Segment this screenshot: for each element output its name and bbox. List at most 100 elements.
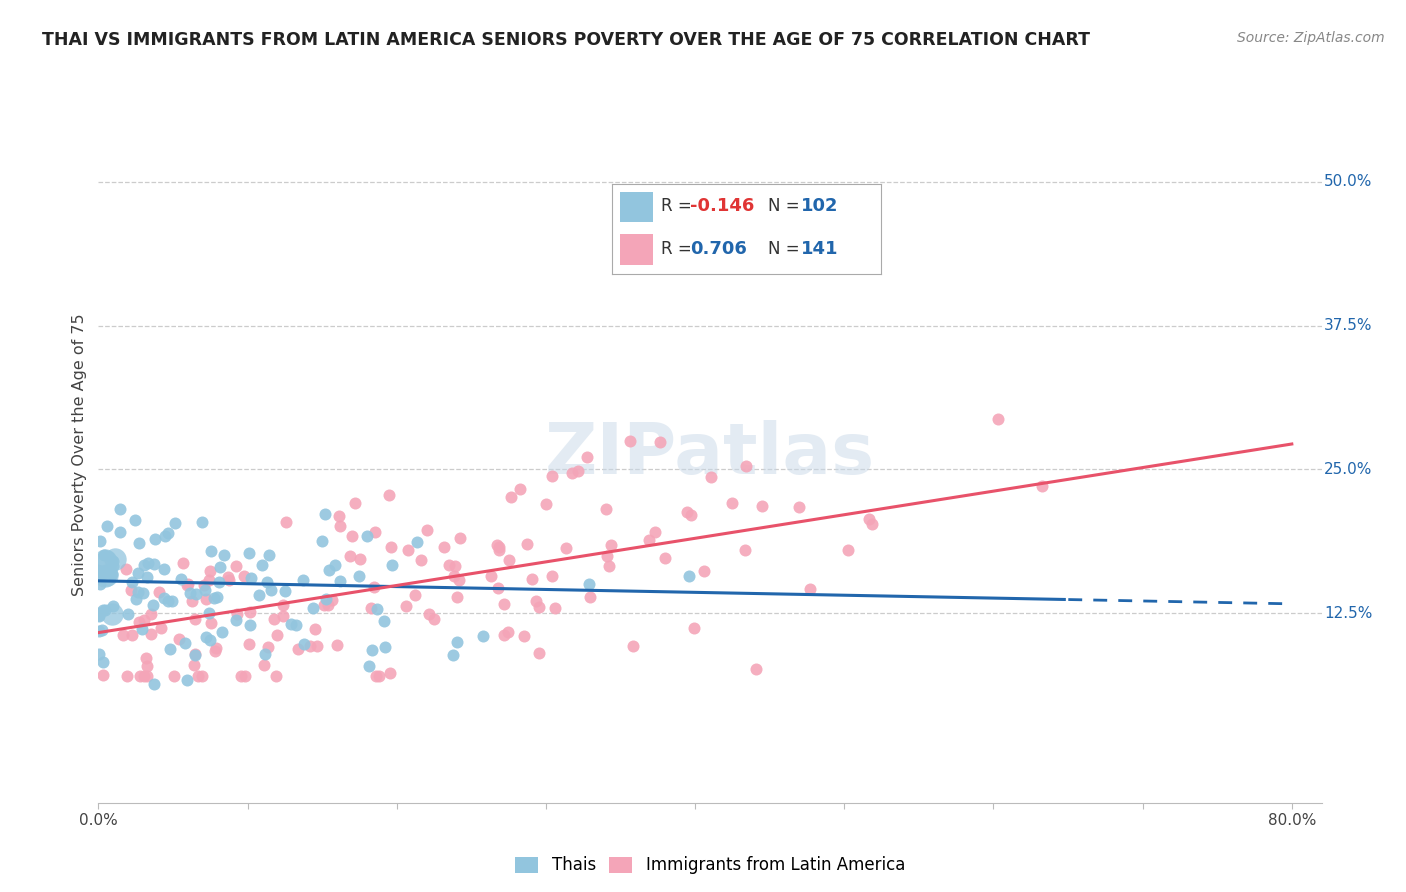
Point bbox=[225, 613, 247, 627]
Point bbox=[987, 412, 1010, 426]
Text: -0.146: -0.146 bbox=[690, 197, 755, 215]
Point bbox=[198, 632, 221, 647]
Point bbox=[125, 592, 148, 607]
Text: 102: 102 bbox=[800, 197, 838, 215]
Point bbox=[117, 669, 139, 683]
Point bbox=[304, 622, 326, 636]
Point bbox=[494, 598, 516, 612]
Point bbox=[280, 616, 302, 631]
Point bbox=[499, 490, 522, 504]
Text: 37.5%: 37.5% bbox=[1324, 318, 1372, 333]
Point bbox=[678, 568, 700, 582]
Point bbox=[184, 647, 207, 661]
Point bbox=[520, 572, 543, 586]
Point bbox=[395, 599, 418, 614]
Point bbox=[360, 601, 382, 615]
Point bbox=[156, 525, 179, 540]
Text: R =: R = bbox=[661, 197, 696, 215]
Point bbox=[170, 572, 193, 586]
Text: 25.0%: 25.0% bbox=[1324, 462, 1372, 477]
Point bbox=[349, 552, 371, 566]
Point bbox=[527, 599, 550, 614]
Point bbox=[208, 560, 231, 574]
Point bbox=[274, 515, 297, 529]
Point bbox=[488, 542, 510, 557]
Point bbox=[256, 574, 278, 589]
Y-axis label: Seniors Poverty Over the Age of 75: Seniors Poverty Over the Age of 75 bbox=[72, 314, 87, 596]
Point bbox=[357, 658, 380, 673]
Point bbox=[254, 647, 277, 661]
Point bbox=[366, 602, 388, 616]
Point bbox=[257, 548, 280, 562]
Point bbox=[238, 638, 260, 652]
Point bbox=[238, 546, 260, 560]
Point bbox=[496, 625, 519, 640]
Point bbox=[101, 607, 124, 621]
Point bbox=[595, 502, 617, 516]
Point bbox=[132, 669, 155, 683]
Point bbox=[195, 630, 218, 644]
Point bbox=[104, 551, 127, 566]
Point bbox=[263, 612, 285, 626]
Point bbox=[139, 607, 162, 621]
Text: THAI VS IMMIGRANTS FROM LATIN AMERICA SENIORS POVERTY OVER THE AGE OF 75 CORRELA: THAI VS IMMIGRANTS FROM LATIN AMERICA SE… bbox=[42, 31, 1090, 49]
Point bbox=[292, 636, 315, 650]
Point bbox=[176, 576, 198, 591]
Point bbox=[94, 554, 117, 568]
Point bbox=[139, 627, 162, 641]
Point bbox=[93, 566, 115, 580]
Point bbox=[159, 642, 181, 657]
Point bbox=[176, 578, 198, 592]
Point bbox=[654, 550, 676, 565]
Point bbox=[172, 556, 194, 570]
Point bbox=[787, 500, 810, 515]
Point bbox=[152, 591, 174, 605]
Point bbox=[204, 644, 226, 658]
Point bbox=[498, 553, 520, 567]
Point bbox=[447, 573, 470, 587]
Point bbox=[396, 542, 419, 557]
Point bbox=[128, 669, 150, 683]
Point bbox=[366, 669, 388, 683]
Point bbox=[127, 585, 149, 599]
Point bbox=[380, 665, 402, 680]
Point bbox=[93, 603, 115, 617]
Point bbox=[128, 615, 150, 630]
Point bbox=[136, 659, 159, 673]
Point bbox=[108, 524, 131, 539]
Point bbox=[318, 563, 340, 577]
Bar bbox=[620, 192, 652, 222]
Point bbox=[544, 600, 567, 615]
Point bbox=[799, 582, 821, 597]
Point bbox=[344, 496, 367, 510]
Point bbox=[87, 608, 110, 623]
Point bbox=[124, 513, 146, 527]
Point bbox=[250, 558, 273, 572]
Point bbox=[247, 588, 270, 602]
Point bbox=[208, 575, 231, 590]
Point bbox=[443, 569, 465, 583]
Text: N =: N = bbox=[768, 197, 806, 215]
Point bbox=[121, 628, 143, 642]
Point bbox=[217, 570, 239, 584]
Point bbox=[692, 564, 714, 578]
Point bbox=[91, 603, 114, 617]
Point bbox=[157, 594, 180, 608]
Point bbox=[89, 534, 111, 549]
Point bbox=[314, 508, 336, 522]
Point bbox=[274, 584, 297, 599]
Point bbox=[271, 608, 294, 623]
Point bbox=[131, 585, 153, 599]
Point bbox=[96, 519, 118, 533]
Point bbox=[339, 549, 361, 563]
Point bbox=[260, 582, 283, 597]
Point bbox=[160, 594, 183, 608]
Text: ZIPatlas: ZIPatlas bbox=[546, 420, 875, 490]
Point bbox=[380, 541, 402, 555]
Point bbox=[121, 574, 143, 589]
Point bbox=[599, 538, 621, 552]
Point bbox=[127, 566, 149, 580]
Point bbox=[356, 529, 378, 543]
Point bbox=[91, 655, 114, 669]
Point bbox=[700, 470, 723, 484]
